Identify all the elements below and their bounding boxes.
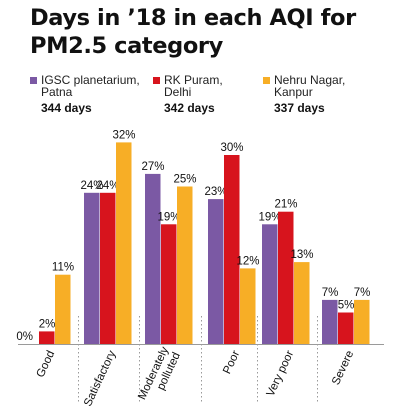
bar-patna-5 [322,299,338,344]
chart-title-line-2: PM2.5 category [30,33,223,59]
value-label-kanpur-5: 7% [354,287,371,299]
legend-label-kanpur: Nehru Nagar, Kanpur [274,73,346,99]
bar-patna-3 [208,199,224,344]
legend-label-patna: IGSC planetarium, Patna [41,73,140,99]
category-label-2: Moderatelypolluted [136,345,183,407]
category-label-5: Severe [330,349,356,387]
category-label-4: Very poor [265,349,297,399]
value-label-patna-1: 24% [80,180,103,192]
legend-swatch-patna [30,77,37,84]
bar-patna-2 [145,173,161,344]
value-label-delhi-4: 21% [274,199,297,211]
bar-kanpur-3 [240,268,256,344]
value-label-kanpur-0: 11% [52,262,74,274]
legend-days-kanpur: 337 days [274,101,325,115]
value-label-kanpur-1: 32% [112,129,135,141]
value-label-kanpur-2: 25% [173,174,196,186]
legend-swatch-kanpur [263,77,270,84]
bar-kanpur-2 [177,186,193,344]
legend-days-delhi: 342 days [164,101,215,115]
bar-kanpur-0 [55,274,71,344]
value-label-delhi-1: 24% [96,180,119,192]
bar-delhi-2 [161,224,177,344]
legend-swatch-delhi [153,77,160,84]
chart-title-line-1: Days in ’18 in each AQI for [30,5,356,31]
value-label-delhi-5: 5% [338,300,355,312]
bar-patna-4 [262,224,278,344]
value-label-patna-5: 7% [322,287,339,299]
bar-kanpur-5 [354,299,370,344]
value-label-delhi-3: 30% [220,142,243,154]
legend-days-patna: 344 days [41,101,92,115]
value-label-patna-3: 23% [204,186,227,198]
chart-title: Days in ’18 in each AQI for PM2.5 catego… [30,4,390,60]
value-label-kanpur-3: 12% [236,255,259,267]
value-label-patna-2: 27% [141,161,164,173]
value-label-delhi-2: 19% [157,211,180,223]
bar-delhi-0 [39,331,55,344]
category-label-0: Good [35,349,58,380]
category-label-3: Poor [221,349,242,376]
value-label-patna-0: 0% [16,331,33,343]
legend-label-delhi: RK Puram, Delhi [164,73,223,99]
category-label-1: Satisfactory [82,349,118,409]
bar-kanpur-1 [116,142,132,344]
value-label-kanpur-4: 13% [290,249,313,261]
bar-delhi-3 [224,155,240,344]
bar-delhi-5 [338,312,354,344]
value-label-delhi-0: 2% [39,318,56,330]
bar-delhi-1 [100,192,116,344]
value-label-patna-4: 19% [258,211,281,223]
bar-patna-1 [84,192,100,344]
bar-kanpur-4 [294,262,310,344]
bar-delhi-4 [278,211,294,344]
